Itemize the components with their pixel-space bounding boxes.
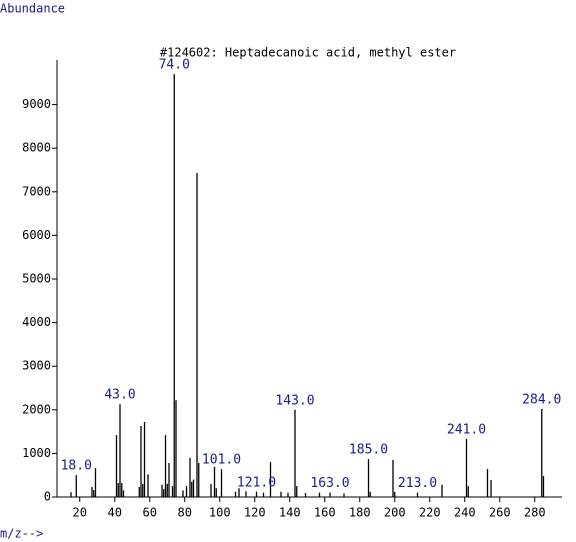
y-tick-label: 0 — [44, 490, 51, 504]
x-tick-label: 260 — [489, 506, 511, 520]
x-tick-label: 140 — [279, 506, 301, 520]
peak-label: 284.0 — [522, 392, 561, 407]
x-axis-label: m/z--> — [0, 527, 43, 541]
y-tick-label: 3000 — [22, 359, 51, 373]
y-tick-label: 5000 — [22, 272, 51, 286]
y-axis-label: Abundance — [0, 2, 65, 16]
peak-label: 121.0 — [237, 475, 276, 490]
peak-label: 185.0 — [349, 443, 388, 458]
x-tick-label: 120 — [244, 506, 266, 520]
peak-label: 43.0 — [104, 388, 135, 403]
x-tick-label: 200 — [384, 506, 406, 520]
x-tick-label: 160 — [314, 506, 336, 520]
x-tick-label: 100 — [209, 506, 231, 520]
y-tick-label: 7000 — [22, 184, 51, 198]
y-tick-label: 9000 — [22, 97, 51, 111]
y-tick-label: 6000 — [22, 228, 51, 242]
peak-label: 18.0 — [61, 459, 92, 474]
x-tick-label: 180 — [349, 506, 371, 520]
y-tick-label: 8000 — [22, 141, 51, 155]
x-tick-label: 20 — [73, 506, 87, 520]
peak-label: 74.0 — [159, 58, 190, 73]
peak-label: 101.0 — [202, 453, 241, 468]
x-tick-label: 80 — [178, 506, 192, 520]
y-tick-label: 1000 — [22, 446, 51, 460]
peak-label: 143.0 — [275, 393, 314, 408]
x-tick-label: 60 — [143, 506, 157, 520]
peak-label: 241.0 — [447, 423, 486, 438]
x-tick-label: 40 — [108, 506, 122, 520]
peak-label: 163.0 — [310, 476, 349, 491]
peak-label: 213.0 — [398, 476, 437, 491]
chart-title: #124602: Heptadecanoic acid, methyl este… — [160, 46, 456, 60]
y-tick-label: 4000 — [22, 315, 51, 329]
x-tick-label: 280 — [524, 506, 546, 520]
y-tick-label: 2000 — [22, 402, 51, 416]
x-tick-label: 220 — [419, 506, 441, 520]
x-tick-label: 240 — [454, 506, 476, 520]
